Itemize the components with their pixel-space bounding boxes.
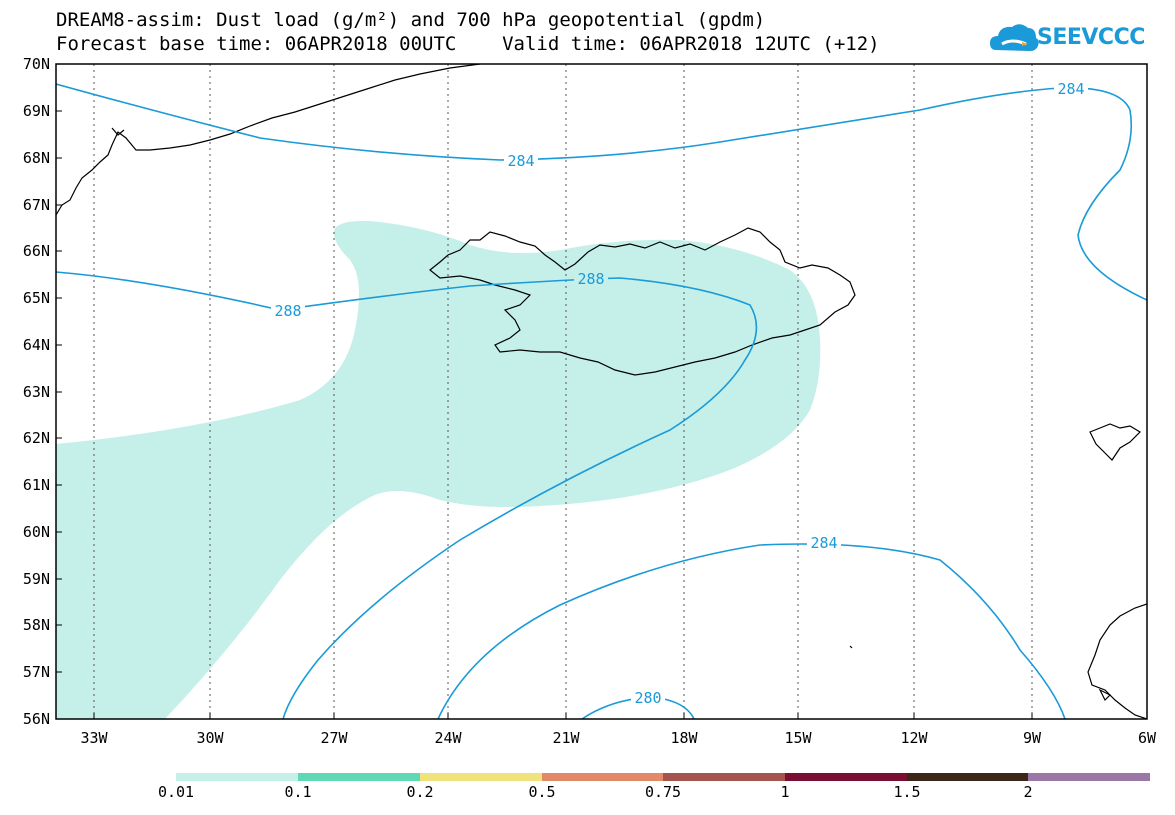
colorbar-label: 1 xyxy=(780,783,790,801)
contour-label: 284 xyxy=(810,534,837,552)
lat-label: 68N xyxy=(23,149,50,167)
colorbar-label: 1.5 xyxy=(893,783,921,801)
axis-ticks xyxy=(56,63,1033,719)
colorbar-swatch xyxy=(907,773,1028,781)
colorbar-label: 0.01 xyxy=(157,783,195,801)
lon-label: 33W xyxy=(80,729,108,747)
colorbar-label: 2 xyxy=(1023,783,1033,801)
colorbar xyxy=(176,773,1150,781)
contour-label: 284 xyxy=(1057,80,1084,98)
lon-label: 12W xyxy=(900,729,928,747)
contour-label: 280 xyxy=(634,689,661,707)
lat-label: 58N xyxy=(23,616,50,634)
lon-label: 15W xyxy=(784,729,812,747)
colorbar-swatch xyxy=(176,773,298,781)
graticule xyxy=(93,64,1033,719)
lat-label: 69N xyxy=(23,102,50,120)
colorbar-swatch xyxy=(1028,773,1150,781)
latitude-labels: 70N 69N 68N 67N 66N 65N 64N 63N 62N 61N … xyxy=(23,55,50,728)
lon-label: 24W xyxy=(434,729,462,747)
lat-label: 70N xyxy=(23,55,50,73)
lat-label: 65N xyxy=(23,289,50,307)
lat-label: 67N xyxy=(23,196,50,214)
map-title: DREAM8-assim: Dust load (g/m²) and 700 h… xyxy=(56,9,766,31)
colorbar-swatch xyxy=(420,773,542,781)
colorbar-swatch xyxy=(785,773,907,781)
lon-label: 21W xyxy=(552,729,580,747)
colorbar-label: 0.1 xyxy=(284,783,312,801)
coastline xyxy=(56,64,1147,719)
colorbar-swatch xyxy=(542,773,663,781)
contour-label: 288 xyxy=(274,302,301,320)
dust-area xyxy=(56,220,821,719)
cloud-icon xyxy=(990,24,1039,51)
lon-label: 6W xyxy=(1138,729,1157,747)
lat-label: 66N xyxy=(23,242,50,260)
contour-label: 284 xyxy=(507,152,534,170)
lat-label: 62N xyxy=(23,429,50,447)
contour-label: 288 xyxy=(577,270,604,288)
map-subtitle: Forecast base time: 06APR2018 00UTC Vali… xyxy=(56,33,880,55)
lat-label: 64N xyxy=(23,336,50,354)
longitude-labels: 33W 30W 27W 24W 21W 18W 15W 12W 9W 6W xyxy=(80,729,1157,747)
lon-label: 30W xyxy=(196,729,224,747)
lat-label: 61N xyxy=(23,476,50,494)
lat-label: 56N xyxy=(23,710,50,728)
colorbar-label: 0.75 xyxy=(644,783,682,801)
lat-label: 60N xyxy=(23,523,50,541)
colorbar-label: 0.5 xyxy=(528,783,556,801)
colorbar-label: 0.2 xyxy=(406,783,434,801)
lat-label: 59N xyxy=(23,570,50,588)
lon-label: 27W xyxy=(320,729,348,747)
contour-labels: 284 284 288 288 284 280 xyxy=(271,80,1088,707)
colorbar-swatch xyxy=(298,773,420,781)
logo-text: SEEVCCC xyxy=(1037,25,1145,50)
lon-label: 18W xyxy=(670,729,698,747)
lat-label: 57N xyxy=(23,663,50,681)
colorbar-swatch xyxy=(663,773,785,781)
lat-label: 63N xyxy=(23,383,50,401)
lon-label: 9W xyxy=(1023,729,1042,747)
